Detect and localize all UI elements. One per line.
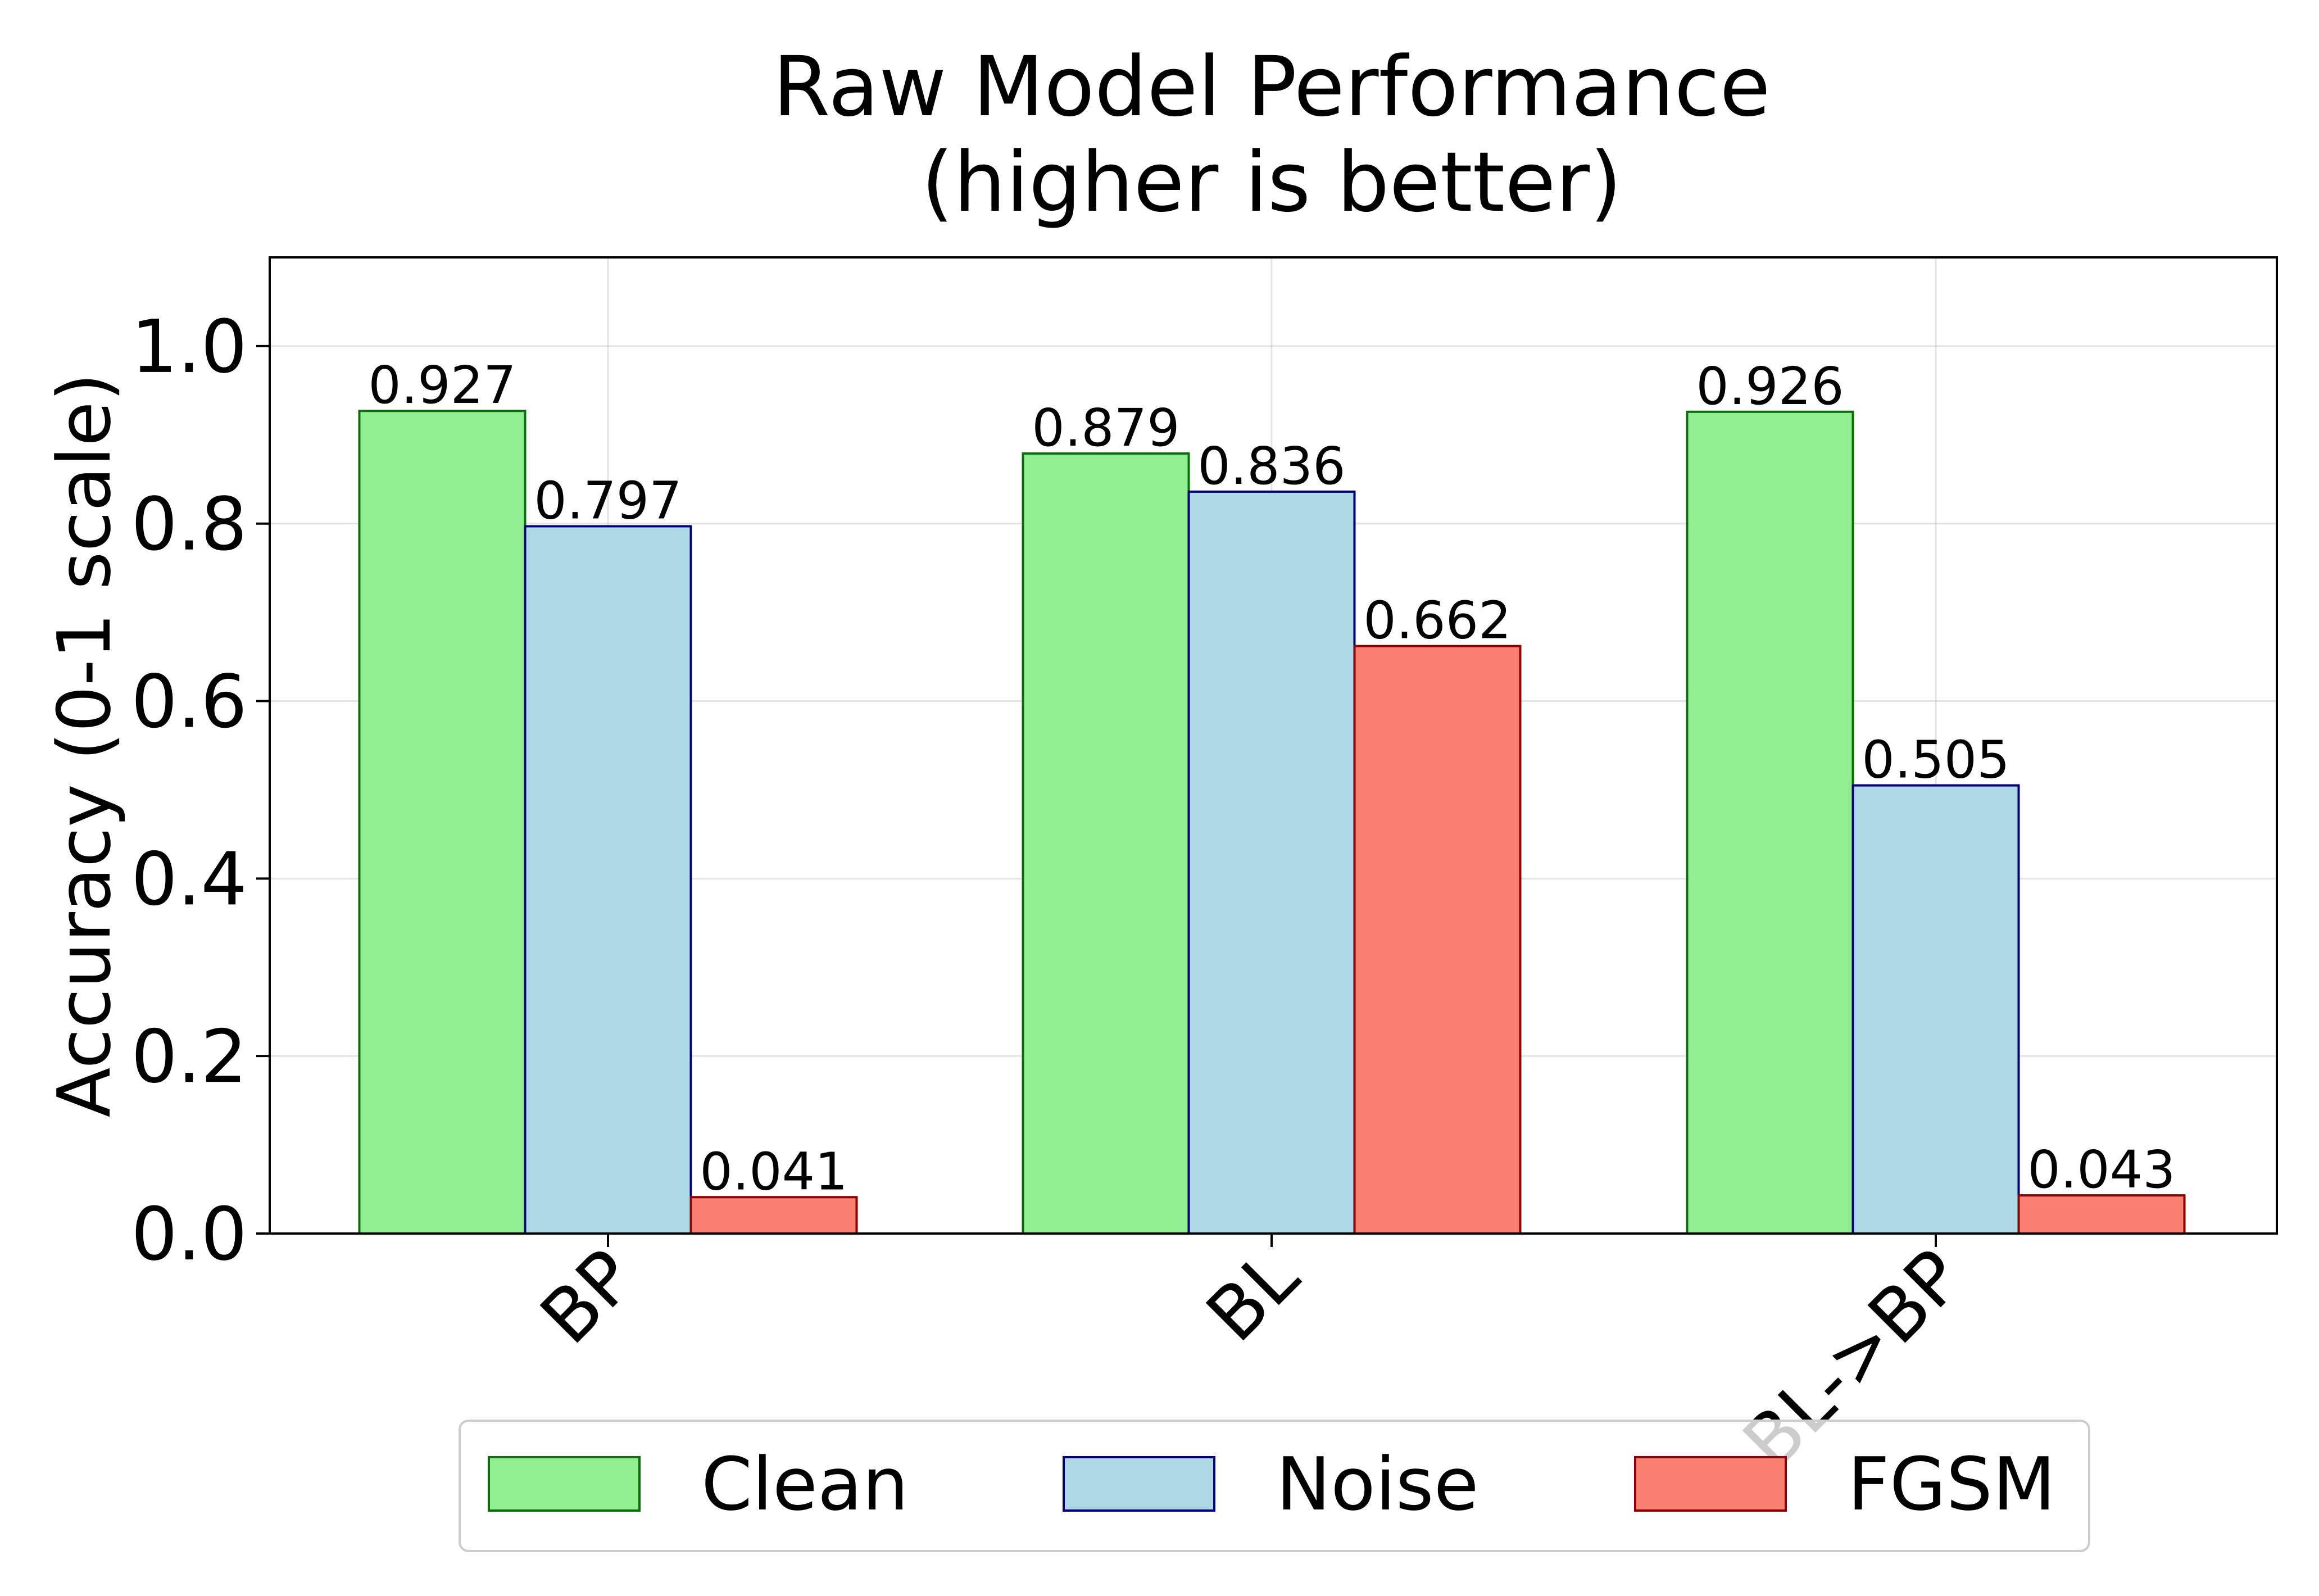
y-axis-label: Accuracy (0-1 scale) (42, 373, 127, 1118)
legend-label-clean: Clean (701, 1441, 909, 1527)
data-label-fgsm-bl-bp: 0.043 (2027, 1140, 2175, 1200)
chart-title: Raw Model Performance (773, 39, 1771, 135)
data-label-clean-bl: 0.879 (1032, 398, 1179, 458)
bar-clean-bl (1023, 454, 1189, 1234)
data-label-noise-bl-bp: 0.505 (1862, 730, 2009, 790)
bar-fgsm-bl-bp (2019, 1195, 2185, 1234)
bar-clean-bp (360, 411, 525, 1234)
bar-fgsm-bl (1355, 646, 1521, 1234)
data-label-noise-bp: 0.797 (534, 470, 682, 531)
legend-swatch-fgsm (1635, 1457, 1786, 1511)
data-label-clean-bl-bp: 0.926 (1696, 356, 1844, 416)
y-tick-label-5: 1.0 (131, 304, 247, 389)
data-label-fgsm-bp: 0.041 (700, 1141, 847, 1201)
y-tick-label-2: 0.4 (131, 836, 247, 922)
y-axis-ticks: 0.0 0.2 0.4 0.6 0.8 1.0 (131, 304, 270, 1277)
data-label-fgsm-bl: 0.662 (1363, 591, 1511, 651)
y-tick-label-0: 0.0 (131, 1191, 247, 1277)
y-tick-label-4: 0.8 (131, 482, 247, 567)
data-label-clean-bp: 0.927 (368, 355, 516, 415)
bar-noise-bl (1189, 492, 1355, 1234)
bars (360, 411, 2185, 1234)
legend-swatch-clean (489, 1457, 639, 1511)
legend-label-fgsm: FGSM (1848, 1441, 2055, 1527)
legend-label-noise: Noise (1276, 1441, 1479, 1527)
x-tick-label-0: BP (524, 1233, 651, 1360)
legend-swatch-noise (1064, 1457, 1214, 1511)
bar-fgsm-bp (691, 1197, 857, 1234)
data-label-noise-bl: 0.836 (1197, 436, 1345, 496)
y-tick-label-3: 0.6 (131, 659, 247, 745)
x-tick-label-1: BL (1190, 1233, 1315, 1358)
bar-noise-bl-bp (1853, 786, 2019, 1234)
y-tick-label-1: 0.2 (131, 1014, 247, 1099)
bar-clean-bl-bp (1687, 412, 1853, 1234)
bar-noise-bp (525, 526, 691, 1234)
chart-subtitle: (higher is better) (922, 134, 1622, 230)
legend: Clean Noise FGSM (460, 1421, 2089, 1551)
